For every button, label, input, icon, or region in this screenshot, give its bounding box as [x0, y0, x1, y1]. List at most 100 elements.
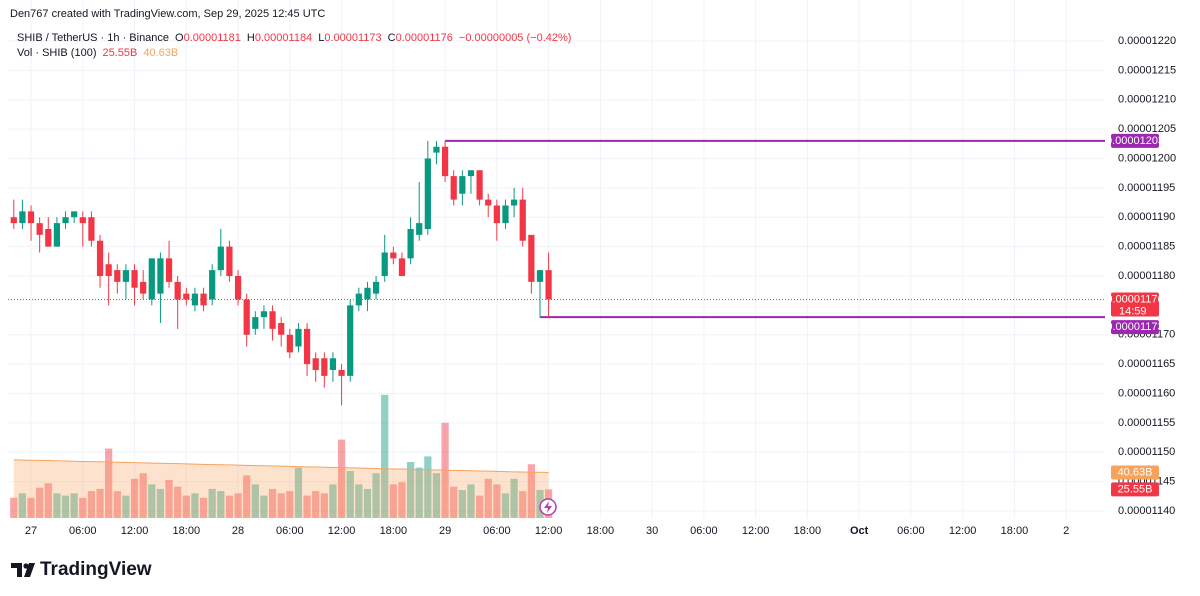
volume-bar [467, 484, 475, 518]
volume-bar [182, 495, 190, 518]
candle-body [416, 223, 423, 235]
volume-bar [346, 470, 354, 518]
candle-body [493, 205, 500, 224]
volume-bar [277, 493, 285, 518]
candle-body [183, 293, 190, 300]
candle-body [226, 246, 233, 276]
candle-body [381, 252, 388, 276]
y-tick-label: 0.00001215 [1118, 64, 1176, 76]
volume-bar [234, 493, 242, 518]
volume-bar [130, 478, 139, 518]
volume-bar [96, 488, 104, 518]
volume-ma-value: 40.63B [143, 47, 178, 59]
volume-bar [398, 482, 406, 518]
candle-body [105, 264, 112, 276]
candle-body [441, 146, 449, 177]
volume-bar [61, 495, 70, 518]
volume-bar [312, 491, 320, 518]
volume-bar [79, 497, 87, 518]
axis-layer: 0.00001220 0.00001215 0.00001210 0.00001205… [25, 35, 1176, 537]
volume-bar [70, 493, 78, 518]
y-tick-label: 0.00001195 [1118, 182, 1175, 194]
candle-body [157, 258, 164, 294]
candle-body [27, 211, 35, 224]
candle-body [390, 252, 397, 259]
candle-body [174, 281, 181, 300]
x-tick-label: 12:00 [742, 525, 770, 537]
volume-bar [113, 491, 121, 518]
candle-body [243, 299, 250, 335]
volume-bar [484, 478, 492, 518]
volume-bar [363, 488, 372, 518]
x-tick-label: 12:00 [328, 525, 356, 537]
volume-ma-area [13, 459, 549, 518]
candle-body [528, 234, 535, 282]
candle-body [71, 211, 78, 218]
candle-body [372, 281, 380, 294]
candle-body [450, 176, 457, 200]
volume-bar [208, 488, 216, 518]
candle-body [131, 270, 138, 288]
x-tick-label: 06:00 [69, 525, 97, 537]
candle-body [545, 270, 552, 300]
replay-icon[interactable] [539, 498, 557, 516]
volume-bar [389, 484, 397, 518]
candle-body [321, 358, 328, 376]
volume-bar [450, 486, 458, 518]
candle-body [217, 246, 224, 271]
volume-bar [105, 448, 113, 518]
candle-body [424, 158, 431, 229]
brand: TradingView [40, 559, 152, 580]
brand-logo[interactable]: TradingView [11, 559, 152, 580]
candle-body [536, 270, 544, 282]
volume-bar [27, 497, 35, 518]
x-tick-label: 30 [646, 525, 658, 537]
ohlc-key: L [318, 32, 324, 44]
grid [8, 0, 1105, 518]
volume-bar [320, 493, 328, 518]
ohlc-key: O [175, 32, 184, 44]
y-tick-label: 0.00001180 [1118, 270, 1175, 282]
candle-body [62, 217, 69, 224]
ohlc-key: H [247, 32, 255, 44]
candle-body [467, 170, 475, 177]
symbol: SHIB / TetherUS · 1h · Binance [17, 32, 169, 44]
x-tick-label: 18:00 [173, 525, 201, 537]
y-tick-label: 0.00001200 [1118, 152, 1176, 164]
ohlc-key: C [388, 32, 396, 44]
candle-body [510, 199, 518, 206]
x-tick-label: 18:00 [587, 525, 615, 537]
candle-body [338, 370, 345, 376]
volume-bar [260, 495, 268, 518]
volume-bar [519, 491, 527, 518]
volume-bar [510, 478, 518, 518]
candle-body [191, 293, 199, 306]
candle-body [45, 228, 52, 247]
x-tick-label: 12:00 [949, 525, 977, 537]
volume-bar [10, 497, 18, 518]
candle-body [209, 270, 216, 300]
candle-body [10, 217, 17, 224]
x-tick-label: 18:00 [1001, 525, 1029, 537]
x-tick-label: 28 [232, 525, 244, 537]
candle-body [140, 281, 147, 294]
candle-body [114, 270, 121, 282]
y-tick-label: 0.00001185 [1118, 241, 1175, 253]
volume-title: Vol · SHIB (100) [17, 47, 96, 59]
x-tick-label: 06:00 [276, 525, 304, 537]
credit: Den767 created with TradingView.com, Sep… [10, 8, 325, 20]
candle-body [347, 305, 354, 376]
volume-bar [372, 473, 380, 518]
candle-body [122, 270, 130, 282]
x-tick-label: 06:00 [897, 525, 925, 537]
candle-body [19, 211, 26, 224]
volume-bar [165, 479, 173, 518]
countdown: 14:59 [1119, 305, 1147, 317]
legend-line: SHIB / TetherUS · 1h · Binance O0.0000118… [17, 32, 571, 44]
candle-body [96, 240, 104, 276]
y-tick-label: 0.00001165 [1118, 358, 1175, 370]
volume-tag: 25.55B [1118, 483, 1153, 495]
candle-body [433, 146, 440, 153]
